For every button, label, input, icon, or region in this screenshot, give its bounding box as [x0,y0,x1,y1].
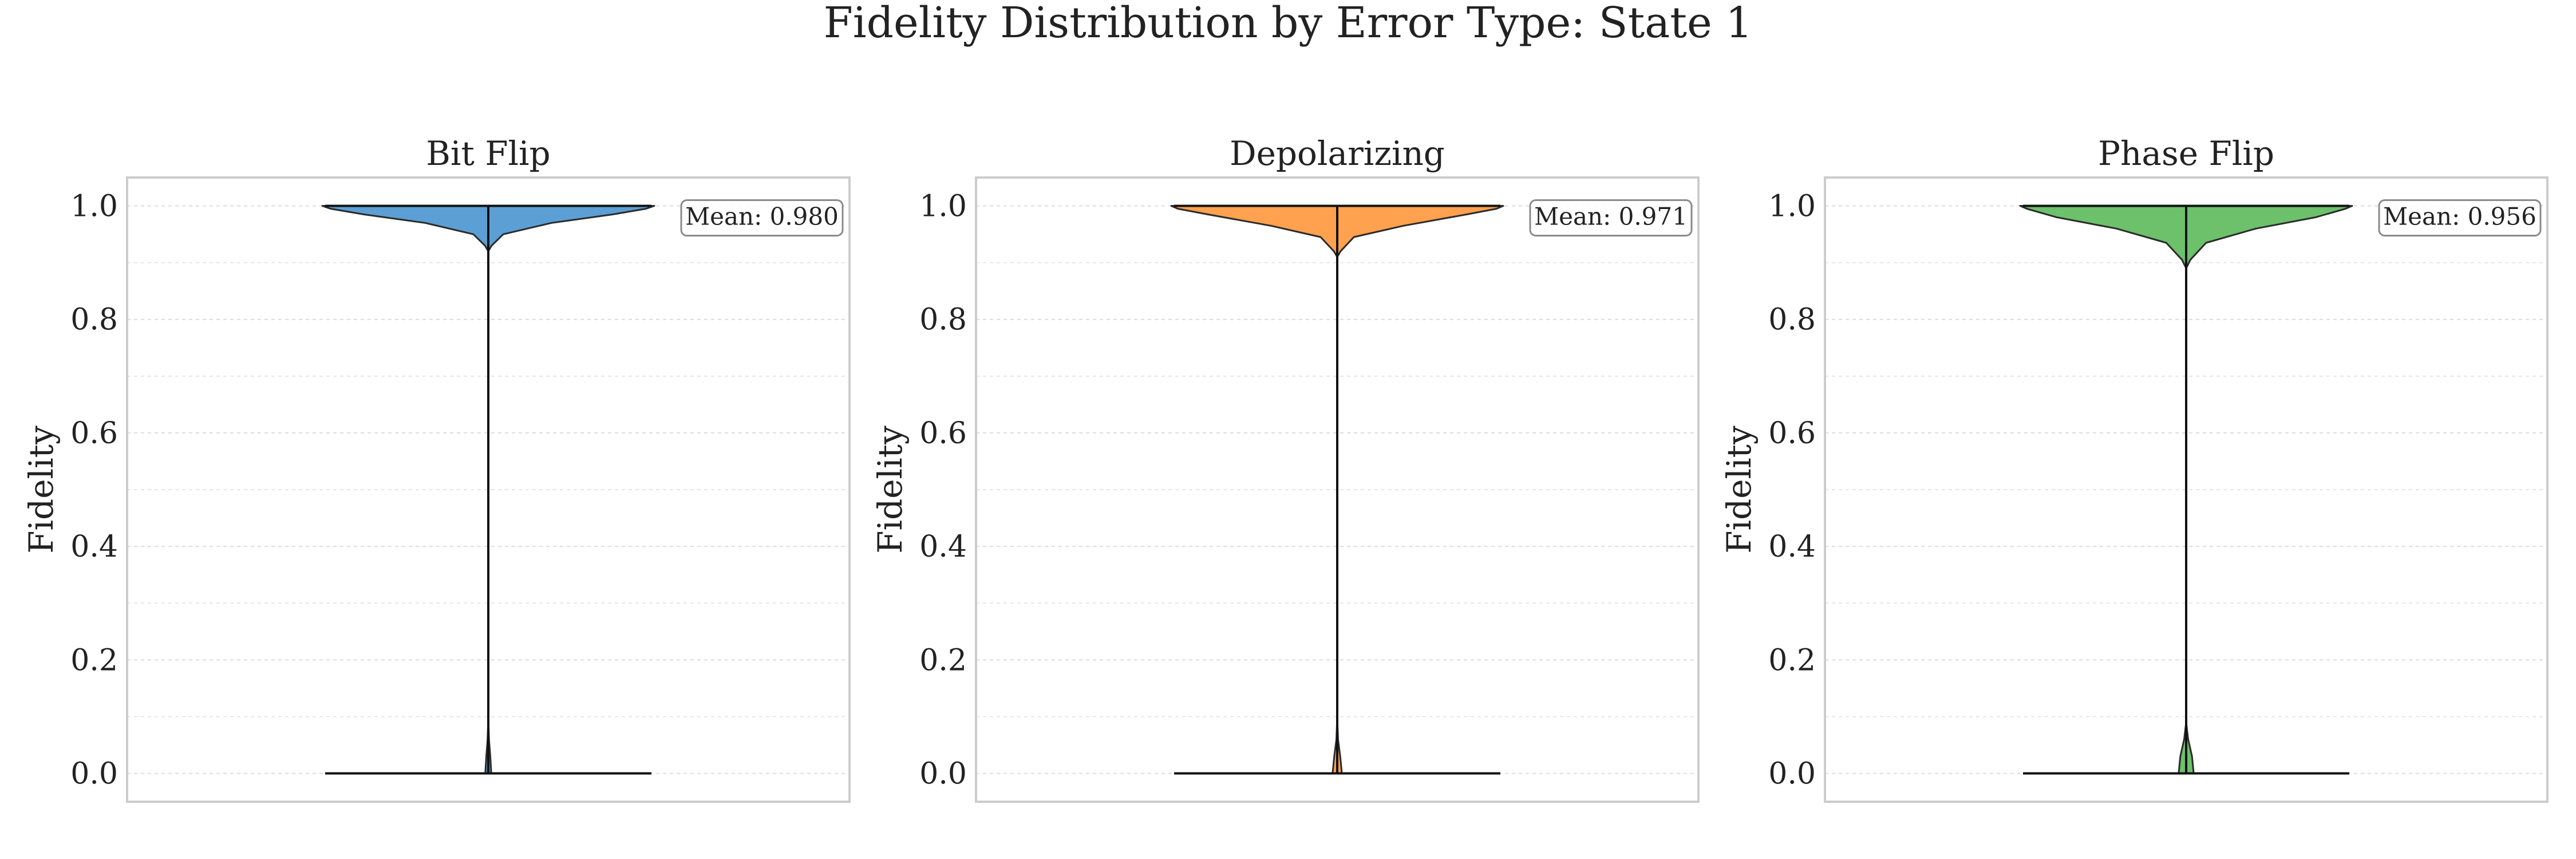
y-tick-label: 0.6 [1768,416,1816,451]
y-tick-label: 1.0 [919,190,967,224]
y-tick-label: 0.0 [70,756,118,791]
mean-annotation-box [1529,199,1693,237]
mean-annotation: Mean: 0.956 [2383,203,2537,231]
subplot-title: Phase Flip [2098,134,2274,173]
subplot-2: 0.0 0.2 0.4 0.6 0.8 1.0 Depolarizing Fidelity Me… [871,134,1700,803]
y-tick-label: 0.8 [1768,303,1816,337]
y-tick-label: 0.0 [1768,756,1816,791]
mean-annotation-box [2378,199,2542,237]
mean-annotation: Mean: 0.980 [685,203,839,231]
y-tick-label: 0.4 [70,530,118,564]
axes-frame [1824,176,2549,803]
y-tick-label: 0.4 [919,530,967,564]
subplot-3: 0.0 0.2 0.4 0.6 0.8 1.0 Phase Flip Fidelity Mean… [1720,134,2549,803]
mean-annotation-box [680,199,844,237]
y-tick-label: 0.2 [1768,643,1816,677]
y-tick-label: 1.0 [70,190,118,224]
subplot-title: Depolarizing [1230,134,1445,173]
axes-frame [975,176,1700,803]
subplot-1: 0.0 0.2 0.4 0.6 0.8 1.0 Bit Flip Fidelity Mean: … [22,134,851,803]
y-tick-label: 0.2 [919,643,967,677]
y-axis-label: Fidelity [871,425,910,554]
y-tick-label: 0.4 [1768,530,1816,564]
y-tick-label: 0.8 [919,303,967,337]
axes-frame [126,176,851,803]
y-tick-label: 0.6 [919,416,967,451]
y-tick-label: 0.6 [70,416,118,451]
y-tick-label: 0.0 [919,756,967,791]
y-tick-label: 1.0 [1768,190,1816,224]
y-axis-label: Fidelity [22,425,61,554]
mean-annotation: Mean: 0.971 [1534,203,1688,231]
y-tick-label: 0.2 [70,643,118,677]
figure-title: Fidelity Distribution by Error Type: Sta… [823,0,1753,48]
y-axis-label: Fidelity [1720,425,1759,554]
subplot-title: Bit Flip [426,134,550,173]
y-tick-label: 0.8 [70,303,118,337]
